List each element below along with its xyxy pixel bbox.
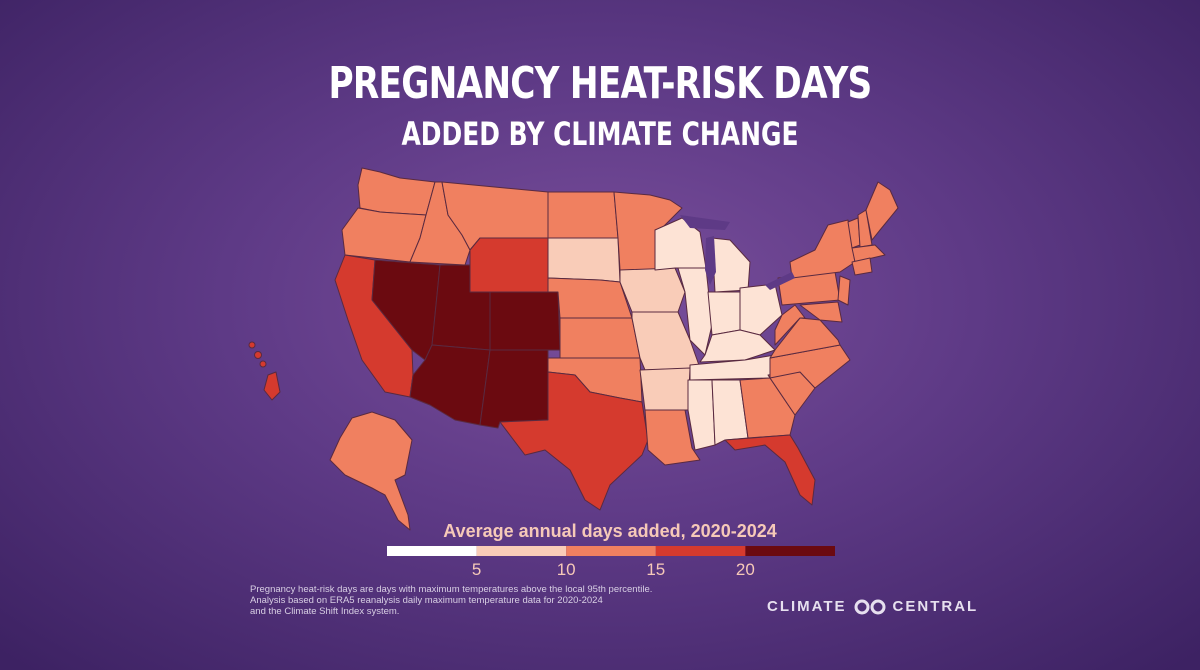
footnote-line-2: Analysis based on ERA5 reanalysis daily … — [250, 595, 603, 606]
hawaii-island-2 — [248, 341, 256, 349]
state-iowa — [619, 267, 686, 313]
state-new-jersey — [837, 275, 851, 306]
legend-bin-4 — [655, 546, 746, 556]
state-kansas — [559, 317, 641, 359]
state-north-dakota — [547, 191, 619, 239]
lake-michigan — [705, 236, 716, 285]
state-texas — [499, 371, 649, 511]
state-massachusetts — [851, 244, 886, 263]
legend-bin-2 — [476, 546, 567, 556]
state-mississippi — [687, 379, 716, 451]
state-florida — [724, 434, 816, 506]
state-west-virginia — [774, 304, 806, 346]
footnote: Pregnancy heat-risk days are days with m… — [250, 584, 730, 617]
state-kentucky — [699, 329, 776, 363]
legend-tick-label: 5 — [471, 560, 482, 579]
map-title: PREGNANCY HEAT-RISK DAYS — [328, 58, 873, 109]
state-colorado — [489, 291, 561, 351]
state-new-mexico — [479, 349, 549, 429]
legend-bin-1 — [387, 546, 477, 556]
logo-mark-icon — [854, 599, 886, 614]
hawaii-island-1 — [254, 351, 262, 359]
map-subtitle: ADDED BY CLIMATE CHANGE — [401, 115, 799, 153]
state-connecticut — [851, 257, 873, 276]
legend-bin-5 — [745, 546, 835, 556]
legend-tick-label: 15 — [646, 560, 666, 579]
state-south-dakota — [547, 237, 621, 283]
footnote-line-3: and the Climate Shift Index system. — [250, 606, 400, 617]
state-maryland — [799, 301, 843, 323]
state-alaska — [329, 411, 413, 531]
state-washington — [357, 167, 436, 216]
legend-color-bar — [387, 546, 835, 556]
state-wyoming — [469, 237, 549, 293]
state-new-york — [789, 219, 856, 279]
lake-erie — [765, 272, 795, 290]
legend-title: Average annual days added, 2020-2024 — [443, 521, 777, 541]
state-arkansas — [639, 367, 691, 411]
state-nebraska — [547, 277, 633, 319]
state-hawaii — [263, 371, 281, 401]
state-louisiana — [644, 409, 701, 466]
logo-text-right: CENTRAL — [892, 598, 979, 615]
legend-tick-label: 10 — [556, 560, 576, 579]
lake-superior — [680, 215, 730, 230]
legend-bin-3 — [566, 546, 656, 556]
state-michigan — [711, 237, 751, 293]
state-maine — [865, 181, 899, 241]
state-indiana — [707, 291, 741, 336]
logo-text-left: CLIMATE — [767, 598, 847, 615]
climate-central-logo: CLIMATE CENTRAL — [767, 598, 978, 615]
state-georgia — [739, 377, 796, 439]
footnote-line-1: Pregnancy heat-risk days are days with m… — [250, 584, 653, 595]
hawaii-island-3 — [259, 360, 267, 368]
legend-tick-label: 20 — [735, 560, 755, 579]
